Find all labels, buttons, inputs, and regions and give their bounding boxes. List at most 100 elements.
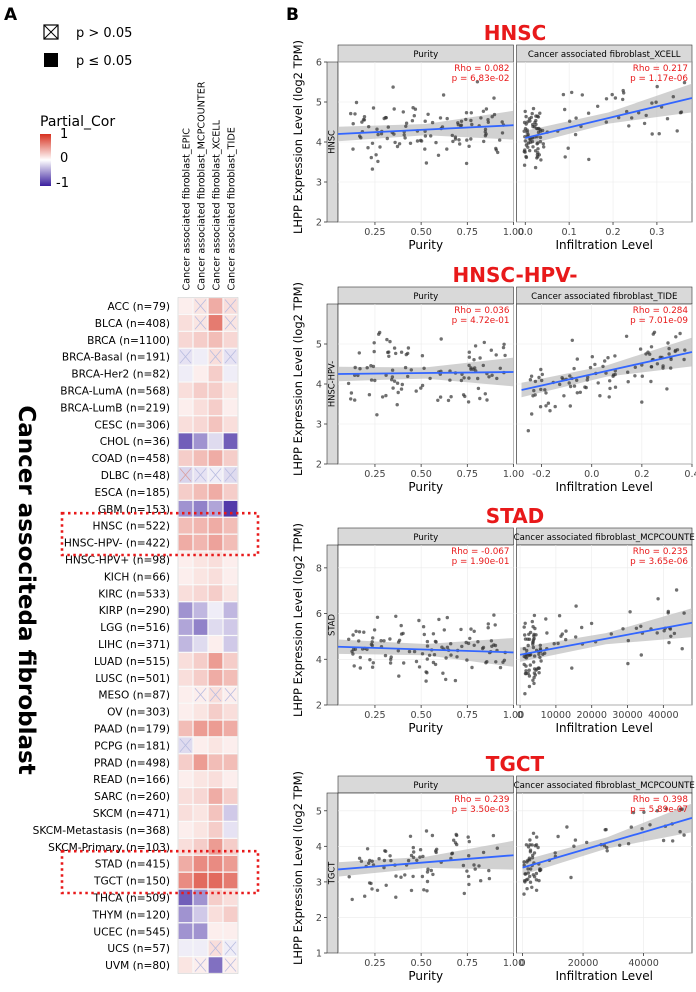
scatter-point [502,658,507,662]
scatter-point [426,112,430,117]
panel-b-label: B [286,5,299,25]
scatter-point [370,665,375,669]
heatmap-row-label: LUSC (n=501) [95,673,170,685]
scatter-point [412,649,417,654]
heatmap-cell [178,872,193,889]
heatmap-cell [178,906,193,923]
scatter-point [529,653,533,657]
heatmap-cell [193,331,208,348]
scatter-point [634,626,639,630]
heatmap-row-label: CESC (n=306) [94,419,170,431]
heatmap-cell [178,399,193,416]
heatmap-column-label: Cancer associated fibroblast_MCPCOUNTER [197,81,208,290]
scatter-point [501,345,506,350]
scatter-point [522,892,526,896]
scatter-point [490,115,494,119]
heatmap-cell [223,568,238,585]
heatmap-row-label: KIRP (n=290) [99,605,170,617]
scatter-point [400,382,404,387]
scatter-point [532,675,536,680]
heatmap-cell [223,923,238,940]
scatter-point [664,807,668,811]
heatmap-row-label: ACC (n=79) [107,301,170,313]
heatmap-cell [178,314,193,331]
scatter-point [529,374,534,378]
scatter-point [536,141,540,145]
scatter-point [613,372,617,377]
scatter-point [467,376,471,380]
scatter-point [523,692,527,696]
scatter-point [359,859,364,863]
scatter-point [655,809,659,813]
scatter-point [537,652,541,656]
scatter-point [572,844,576,848]
rho-text: Rho = -0.067 [451,547,509,557]
scatter-point [370,167,375,171]
heatmap-row-label: BRCA-LumA (n=568) [60,385,170,397]
scatter-point [358,367,362,371]
scatter-point [572,366,576,371]
scatter-point [655,631,659,635]
scatter-point [682,833,686,837]
heatmap-cell [223,602,238,619]
rho-text: Rho = 0.398 [633,795,688,805]
scatter-point [464,117,468,122]
scatter-point [605,845,609,850]
scatter-point [544,404,548,408]
x-tick-label: 0.50 [410,710,431,721]
column-strip-label: Cancer associated fibroblast_XCELL [528,50,681,60]
scatter-point [357,351,361,355]
scatter-point [523,621,527,625]
y-tick-label: 4 [316,655,322,666]
scatter-point [408,834,413,838]
scatter-point [530,412,534,416]
heatmap-row-label: MESO (n=87) [98,690,170,702]
scatter-point [532,632,536,637]
scatter-point [385,136,389,141]
scatter-point [535,153,540,157]
scatter-point [621,627,625,631]
heatmap-cell [223,399,238,416]
scatter-point [621,97,625,102]
legend-cross-line-icon [43,24,59,40]
scatter-row-title: HNSC [484,21,547,45]
heatmap-cell [223,838,238,855]
p-value-text: p = 6.83e-02 [452,74,510,84]
heatmap-row-label: THYM (n=120) [92,909,171,921]
scatter-point [553,851,557,855]
scatter-point [374,153,378,157]
column-strip-label: Cancer associated fibroblast_MCPCOUNTE [514,781,695,791]
x-tick-label: 0.75 [457,227,478,238]
scatter-point [409,853,414,858]
heatmap-cell [223,652,238,669]
scatter-point [378,145,382,149]
scatter-point [570,338,574,342]
scatter-point [562,394,566,398]
scatter-point [494,353,498,357]
scatter-point [455,842,459,847]
scatter-point [391,85,395,89]
scatter-point [539,158,543,162]
scatter-point [369,378,374,382]
scatter-point [379,639,383,643]
scatter-point [613,96,618,100]
scatter-point [357,630,362,634]
heatmap-cell [223,635,238,653]
scatter-point [473,344,478,348]
scatter-point [366,146,370,150]
scatter-point [655,84,659,89]
scatter-point [451,139,455,144]
heatmap-row-label: BRCA-Her2 (n=82) [71,369,170,381]
heatmap-cross-mark [224,958,237,972]
scatter-point [575,391,579,395]
scatter-point [545,631,549,635]
scatter-point [538,135,543,140]
scatter-point [527,668,531,672]
scatter-point [382,639,386,643]
scatter-point [402,133,406,137]
scatter-point [487,868,491,873]
scatter-point [397,142,402,146]
scatter-point [541,652,545,656]
heatmap-cell [178,754,193,771]
scatter-point [524,664,528,668]
